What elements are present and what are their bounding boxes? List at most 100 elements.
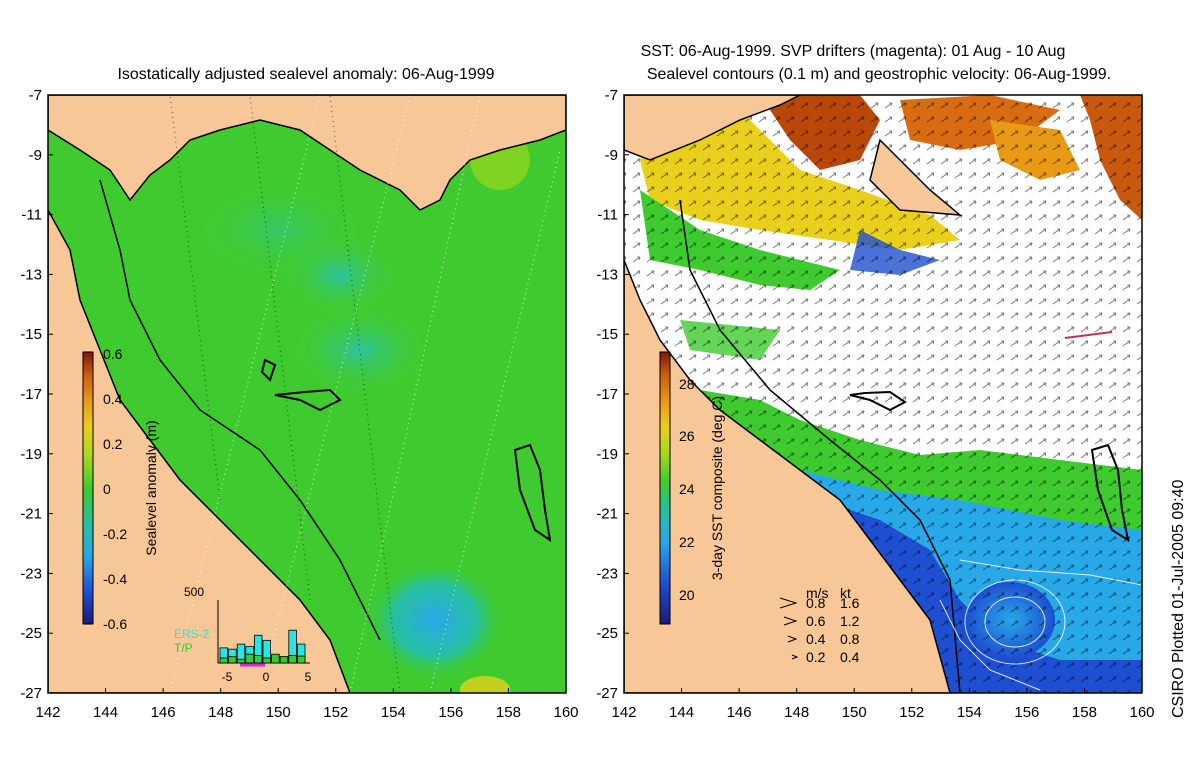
lat-tick-label: -19: [20, 446, 42, 463]
lon-tick-label: 156: [1014, 704, 1039, 721]
lon-tick-label: 148: [208, 704, 233, 721]
speed-legend-ms: 0.4: [806, 631, 826, 647]
lat-tick-label: -9: [29, 147, 42, 164]
lat-tick-label: -11: [597, 207, 618, 224]
left-colorbar-tick: -0.6: [103, 616, 127, 632]
right-map-title-line1: SST: 06-Aug-1999. SVP drifters (magenta)…: [641, 43, 1066, 60]
lon-tick-label: 150: [842, 704, 867, 721]
lon-tick-label: 152: [899, 704, 924, 721]
lat-tick-label: -23: [20, 565, 42, 582]
lat-tick-label: -9: [605, 147, 618, 164]
speed-legend-header-kt: kt: [840, 585, 851, 601]
lon-tick-label: 146: [727, 704, 752, 721]
speed-legend-kt: 0.8: [840, 631, 860, 647]
lat-tick-label: -21: [596, 506, 618, 523]
histogram-bar-tp: [262, 657, 271, 664]
histogram-bar-tp: [271, 653, 280, 664]
lat-tick-label: -13: [596, 266, 618, 283]
histogram-legend-tp: T/P: [174, 641, 193, 655]
histogram-xtick: 5: [305, 670, 312, 684]
lat-tick-label: -19: [596, 446, 618, 463]
left-map-title: Isostatically adjusted sealevel anomaly:…: [117, 66, 494, 83]
left-colorbar: 0.6 0.4 0.2 0 -0.2 -0.4 -0.6 Sealevel an…: [82, 346, 159, 632]
speed-legend-ms: 0.2: [806, 649, 826, 665]
lat-tick-label: -13: [20, 266, 42, 283]
speed-arrow-icon: [783, 616, 798, 626]
lon-tick-label: 142: [611, 704, 636, 721]
lon-tick-label: 152: [323, 704, 348, 721]
lon-tick-label: 154: [957, 704, 982, 721]
lat-tick-label: -23: [596, 565, 618, 582]
left-colorbar-tick: 0.4: [103, 391, 123, 407]
histogram-bar-tp: [296, 655, 306, 664]
left-map-field: [48, 95, 566, 693]
right-colorbar-tick: 28: [679, 376, 695, 392]
right-map-field: [624, 95, 1142, 693]
histogram-xtick: 0: [263, 670, 270, 684]
lon-tick-label: 154: [381, 704, 406, 721]
histogram-bar-tp: [219, 657, 228, 664]
lon-tick-label: 146: [151, 704, 176, 721]
right-colorbar-label: 3-day SST composite (deg C): [709, 396, 725, 580]
lat-tick-label: -17: [20, 386, 42, 403]
lat-tick-label: -15: [596, 326, 618, 343]
histogram-ymax: 500: [184, 585, 204, 599]
speed-legend-ms: 0.6: [806, 613, 826, 629]
histogram-bar-tp: [279, 656, 289, 664]
left-colorbar-label: Sealevel anomaly (m): [143, 420, 159, 555]
speed-arrow-icon: [779, 597, 798, 609]
lat-tick-label: -11: [21, 207, 42, 224]
drifter-track: [1064, 331, 1113, 339]
histogram-bar-tp: [228, 656, 237, 664]
histogram-legend-ers2: ERS-2: [174, 627, 210, 641]
left-colorbar-tick: -0.4: [103, 571, 127, 587]
lon-tick-label: 158: [496, 704, 521, 721]
lat-tick-label: -7: [605, 87, 618, 104]
lat-tick-label: -21: [20, 506, 42, 523]
lat-tick-label: -17: [596, 386, 618, 403]
left-colorbar-tick: -0.2: [103, 526, 127, 542]
histogram-xtick: -5: [222, 670, 233, 684]
histogram-bar-tp: [236, 658, 246, 664]
lon-tick-label: 158: [1072, 704, 1097, 721]
right-colorbar-tick: 24: [679, 481, 695, 497]
lat-tick-label: -27: [596, 685, 618, 702]
right-map: SST: 06-Aug-1999. SVP drifters (magenta)…: [623, 43, 1143, 694]
lon-tick-label: 144: [93, 704, 118, 721]
lat-tick-label: -25: [596, 625, 618, 642]
left-colorbar-tick: 0: [103, 481, 111, 497]
speed-arrow-icon: [787, 635, 798, 643]
track-histogram: 500 -5 0 5 ERS-2 T/P: [174, 585, 312, 684]
right-colorbar-tick: 22: [679, 534, 695, 550]
lon-tick-label: 160: [553, 704, 578, 721]
lon-tick-label: 156: [438, 704, 463, 721]
plot-credit: CSIRO Plotted 01-Jul-2005 09:40: [1170, 480, 1187, 718]
right-map-title-line2: Sealevel contours (0.1 m) and geostrophi…: [647, 66, 1111, 83]
speed-legend-kt: 0.4: [840, 649, 860, 665]
lon-tick-label: 148: [784, 704, 809, 721]
left-colorbar-tick: 0.6: [103, 346, 123, 362]
lat-tick-label: -27: [20, 685, 42, 702]
speed-arrow-icon: [791, 654, 799, 660]
left-map: Isostatically adjusted sealevel anomaly:…: [47, 66, 567, 694]
speed-legend-kt: 1.6: [840, 595, 860, 611]
right-colorbar: 28 26 24 22 20 3-day SST composite (deg …: [659, 351, 725, 625]
axis-labels: -7 -9 -11 -13 -15 -17 -19 -21 -23 -25 -27 142 144 146…: [20, 87, 1154, 721]
histogram-bar-tp: [288, 655, 297, 664]
lat-tick-label: -25: [20, 625, 42, 642]
lon-tick-label: 150: [266, 704, 291, 721]
speed-legend-kt: 1.2: [840, 613, 860, 629]
histogram-bars: [219, 629, 306, 664]
histogram-bar-tp: [245, 653, 254, 664]
lat-tick-label: -7: [29, 87, 42, 104]
right-colorbar-tick: 20: [679, 587, 695, 603]
speed-legend-header-ms: m/s: [806, 585, 829, 601]
left-colorbar-tick: 0.2: [103, 436, 123, 452]
lat-tick-label: -15: [20, 326, 42, 343]
speed-legend: m/s kt 0.8 1.6 0.6 1.2 0.4 0.8 0.2 0.4: [779, 585, 860, 665]
histogram-bar-tp: [253, 655, 263, 664]
lon-tick-label: 142: [35, 704, 60, 721]
speed-legend-ms: 0.8: [806, 595, 826, 611]
lon-tick-label: 144: [669, 704, 694, 721]
